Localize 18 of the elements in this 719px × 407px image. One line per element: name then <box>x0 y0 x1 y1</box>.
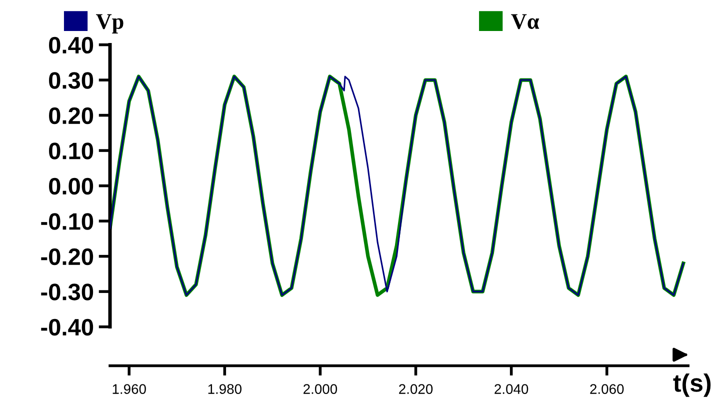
y-tick-label: 0.00 <box>49 178 94 195</box>
x-tick-label: 1.980 <box>208 384 242 394</box>
legend-label: Vp <box>96 14 124 34</box>
legend-label: Vα <box>511 14 540 30</box>
y-tick-label: -0.10 <box>41 213 94 230</box>
y-tick-label: -0.30 <box>41 284 94 300</box>
y-tick-label: -0.20 <box>41 248 94 266</box>
y-tick-label: 0.10 <box>49 142 94 160</box>
y-tick-label: 0.40 <box>49 36 94 54</box>
y-tick-label: -0.40 <box>41 318 94 336</box>
x-tick-label: 2.060 <box>590 384 624 394</box>
y-tick-label: 0.30 <box>49 72 94 89</box>
x-tick-label: 2.020 <box>399 384 433 394</box>
y-tick-label: 0.20 <box>49 107 94 124</box>
x-tick-label: 2.000 <box>304 384 338 394</box>
x-tick-label: 1.960 <box>112 384 146 394</box>
x-tick-label: 2.040 <box>494 384 528 394</box>
x-axis-title: t(s) <box>673 374 711 397</box>
